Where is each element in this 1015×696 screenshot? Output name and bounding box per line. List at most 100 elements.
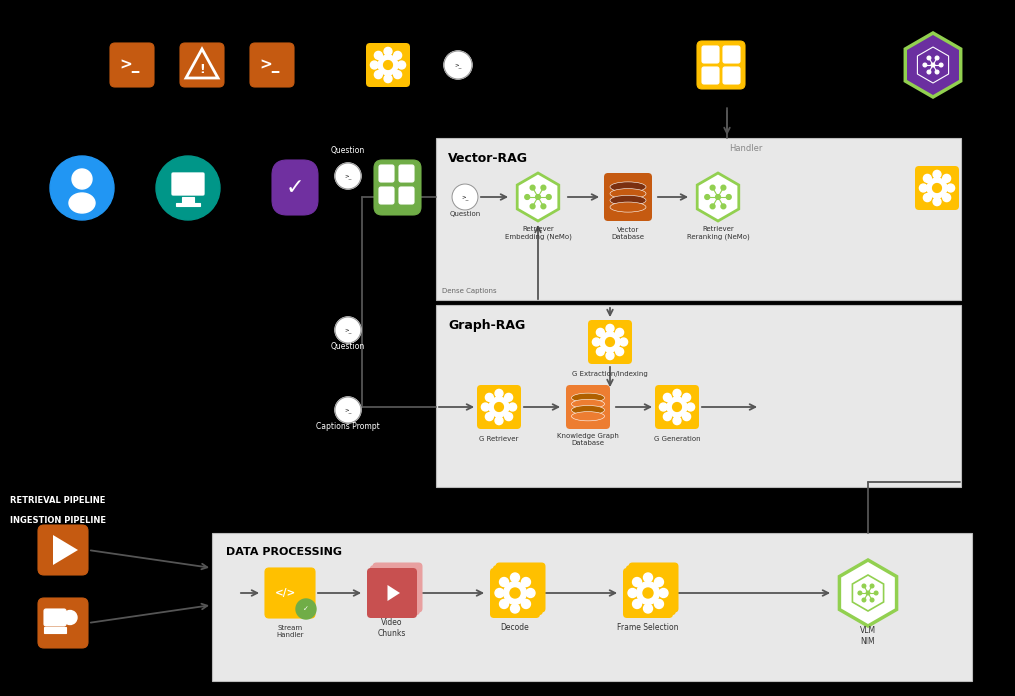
Circle shape: [499, 599, 509, 608]
Circle shape: [927, 178, 947, 198]
Polygon shape: [53, 535, 78, 565]
Circle shape: [525, 575, 533, 584]
Circle shape: [510, 588, 520, 598]
FancyBboxPatch shape: [369, 565, 420, 615]
FancyBboxPatch shape: [374, 160, 421, 215]
Circle shape: [497, 586, 506, 594]
Circle shape: [616, 348, 623, 356]
Circle shape: [370, 61, 379, 69]
Text: >_: >_: [260, 58, 280, 72]
Circle shape: [530, 204, 535, 209]
Text: Retriever
Reranking (NeMo): Retriever Reranking (NeMo): [686, 226, 749, 239]
Circle shape: [489, 397, 509, 417]
Text: >_: >_: [344, 328, 351, 333]
Text: >_: >_: [461, 194, 469, 200]
Circle shape: [858, 591, 862, 595]
FancyBboxPatch shape: [38, 525, 88, 575]
Circle shape: [947, 184, 954, 192]
Text: Question: Question: [331, 342, 365, 351]
Circle shape: [597, 348, 604, 356]
Circle shape: [335, 163, 361, 189]
Text: RETRIEVAL PIPELINE: RETRIEVAL PIPELINE: [10, 496, 106, 505]
Circle shape: [655, 578, 664, 587]
FancyBboxPatch shape: [655, 385, 699, 429]
Text: Captions Prompt: Captions Prompt: [316, 422, 380, 431]
Text: Handler: Handler: [730, 144, 762, 153]
Circle shape: [541, 185, 546, 190]
Circle shape: [632, 578, 641, 587]
Circle shape: [500, 583, 510, 592]
Circle shape: [527, 572, 536, 581]
FancyBboxPatch shape: [702, 46, 719, 63]
Circle shape: [452, 184, 478, 210]
Ellipse shape: [571, 411, 605, 421]
Text: </>: </>: [275, 588, 296, 598]
Circle shape: [494, 402, 503, 411]
Circle shape: [502, 575, 512, 584]
Text: >_: >_: [344, 173, 351, 178]
Circle shape: [644, 604, 653, 613]
Circle shape: [927, 70, 931, 74]
Circle shape: [504, 413, 513, 420]
Circle shape: [296, 599, 316, 619]
Circle shape: [394, 71, 402, 79]
Polygon shape: [388, 585, 400, 601]
Circle shape: [514, 601, 523, 610]
FancyBboxPatch shape: [367, 568, 417, 618]
Text: INGESTION PIPELINE: INGESTION PIPELINE: [10, 516, 106, 525]
Circle shape: [516, 583, 526, 592]
Circle shape: [509, 403, 517, 411]
Circle shape: [335, 397, 361, 423]
Circle shape: [633, 583, 642, 592]
FancyBboxPatch shape: [272, 160, 318, 215]
Circle shape: [673, 402, 681, 411]
Circle shape: [630, 586, 639, 594]
Circle shape: [504, 393, 513, 402]
Circle shape: [667, 397, 687, 417]
Circle shape: [156, 156, 220, 220]
Circle shape: [495, 389, 503, 397]
Circle shape: [526, 589, 535, 597]
Circle shape: [649, 583, 659, 592]
Circle shape: [616, 329, 623, 336]
Circle shape: [660, 572, 669, 581]
Circle shape: [541, 204, 546, 209]
Circle shape: [658, 575, 666, 584]
Circle shape: [683, 393, 690, 402]
Polygon shape: [839, 560, 896, 626]
Circle shape: [642, 576, 665, 599]
FancyBboxPatch shape: [588, 320, 632, 364]
Text: Stream
Handler: Stream Handler: [276, 624, 303, 638]
Circle shape: [505, 594, 514, 603]
Circle shape: [502, 596, 512, 606]
Text: Vector-RAG: Vector-RAG: [448, 152, 528, 165]
Text: Decode: Decode: [500, 624, 530, 633]
Circle shape: [710, 185, 715, 190]
Circle shape: [495, 417, 503, 425]
Text: ✓: ✓: [285, 178, 304, 198]
FancyBboxPatch shape: [490, 568, 540, 618]
Bar: [176, 203, 200, 206]
FancyBboxPatch shape: [477, 385, 521, 429]
Circle shape: [628, 589, 637, 597]
Text: DATA PROCESSING: DATA PROCESSING: [226, 547, 342, 557]
Circle shape: [485, 413, 493, 420]
Circle shape: [606, 351, 614, 360]
Circle shape: [939, 63, 943, 67]
Circle shape: [398, 61, 406, 69]
Circle shape: [943, 175, 951, 182]
Circle shape: [384, 61, 393, 70]
Circle shape: [514, 570, 523, 579]
Ellipse shape: [610, 189, 646, 198]
Text: G Generation: G Generation: [654, 436, 700, 442]
FancyBboxPatch shape: [723, 46, 740, 63]
Circle shape: [933, 198, 941, 205]
Circle shape: [530, 185, 535, 190]
Ellipse shape: [69, 193, 95, 213]
Circle shape: [660, 594, 669, 603]
Text: Frame Selection: Frame Selection: [617, 624, 679, 633]
Circle shape: [704, 195, 709, 199]
Circle shape: [606, 338, 614, 347]
FancyBboxPatch shape: [379, 165, 394, 182]
Circle shape: [874, 591, 878, 595]
